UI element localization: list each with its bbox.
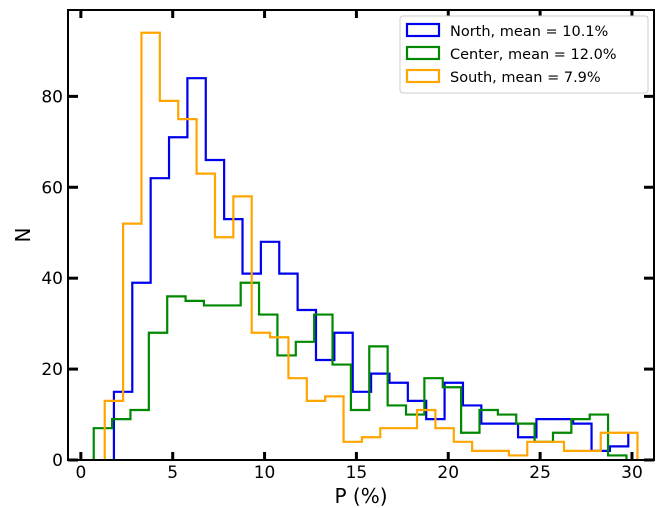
legend-label: Center, mean = 12.0% — [450, 47, 617, 63]
legend: North, mean = 10.1% Center, mean = 12.0% S… — [399, 15, 649, 94]
x-tick-label: 30 — [621, 463, 643, 483]
y-tick-label: 60 — [41, 178, 63, 198]
x-tick-label: 15 — [346, 463, 368, 483]
x-axis: 0 5 10 15 20 25 30 — [75, 10, 643, 483]
x-tick-label: 10 — [254, 463, 276, 483]
x-axis-label: P (%) — [334, 484, 387, 508]
y-tick-label: 20 — [41, 360, 63, 380]
legend-swatch — [405, 68, 441, 84]
series-0-histogram — [112, 77, 630, 460]
series-1-histogram — [92, 281, 628, 460]
legend-swatch — [405, 45, 441, 61]
legend-label: South, mean = 7.9% — [450, 70, 601, 86]
y-axis-label: N — [11, 228, 35, 243]
legend-box — [399, 15, 649, 94]
series-2-histogram — [103, 31, 639, 460]
x-tick-label: 20 — [437, 463, 459, 483]
legend-swatch — [405, 22, 441, 38]
x-tick-label: 0 — [75, 463, 86, 483]
plot-series — [92, 31, 639, 460]
y-tick-label: 80 — [41, 87, 63, 107]
x-tick-label: 5 — [167, 463, 178, 483]
x-tick-label: 25 — [529, 463, 551, 483]
y-tick-label: 40 — [41, 269, 63, 289]
y-axis: 0 20 40 60 80 — [41, 87, 654, 471]
y-tick-label: 0 — [52, 451, 63, 471]
legend-label: North, mean = 10.1% — [450, 24, 608, 40]
plot-frame — [67, 9, 655, 461]
